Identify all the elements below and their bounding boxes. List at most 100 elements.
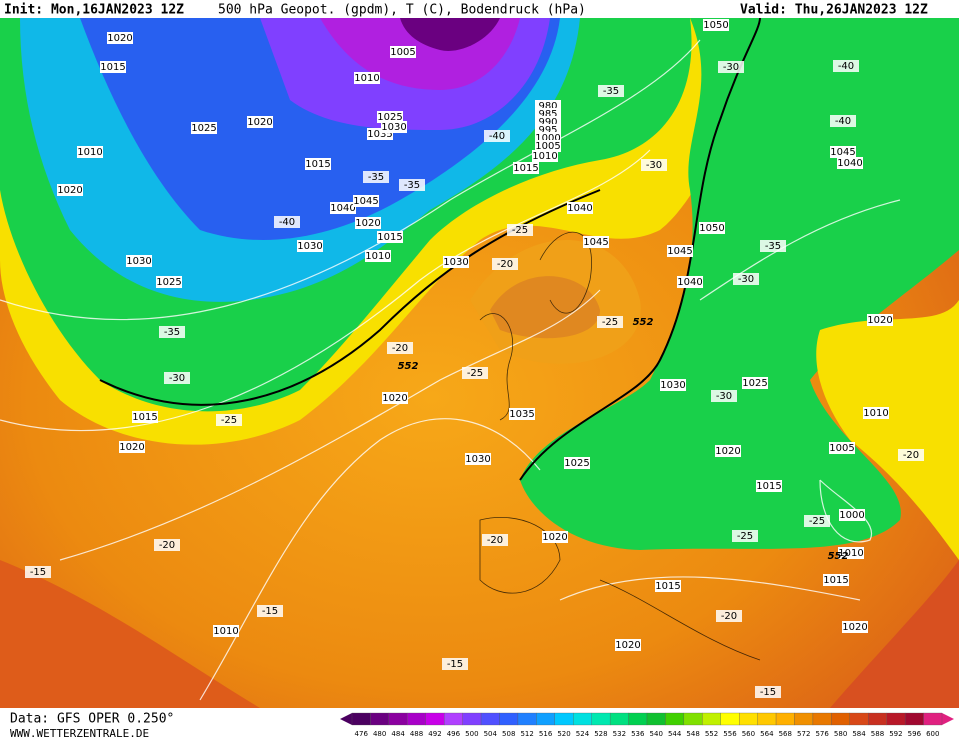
colorbar-label: 512	[520, 730, 533, 738]
map-labels: 1020101510051010102510201010102010151030…	[25, 19, 924, 698]
pressure-label: 1020	[542, 532, 567, 543]
geopotential-label: 552	[633, 317, 654, 328]
label-box	[355, 217, 381, 229]
pressure-label: 1045	[583, 237, 608, 248]
label-box	[842, 621, 868, 633]
label-box	[715, 445, 741, 457]
temperature-label: -35	[603, 86, 619, 97]
pressure-label: 1010	[354, 73, 379, 84]
colorbar-swatch	[739, 712, 758, 726]
temperature-label: -25	[809, 516, 825, 527]
label-box	[247, 116, 273, 128]
pressure-label: 1015	[377, 232, 402, 243]
label-box	[191, 122, 217, 134]
temperature-label: -25	[602, 317, 618, 328]
label-box	[399, 179, 425, 191]
colorbar-label: 596	[908, 730, 922, 738]
label-box	[718, 61, 744, 73]
pressure-label: 1045	[830, 147, 855, 158]
pressure-label: 1005	[390, 47, 415, 58]
label-box	[732, 530, 758, 542]
label-box	[353, 195, 379, 207]
colorbar-swatch	[591, 712, 611, 726]
label-box	[583, 236, 609, 248]
label-box	[830, 146, 856, 158]
colorbar: 476 480 484 488 492 496 500 504 508 512 516 520 524 5…	[340, 712, 954, 738]
label-box	[330, 202, 356, 214]
label-box	[564, 457, 590, 469]
pressure-label: 1050	[699, 223, 724, 234]
pressure-label: 1025	[377, 112, 402, 123]
pressure-label: 1025	[191, 123, 216, 134]
colorbar-label: 548	[686, 730, 699, 738]
label-box	[484, 130, 510, 142]
pressure-label: 1030	[660, 380, 685, 391]
pressure-label: 1025	[564, 458, 589, 469]
label-box	[132, 411, 158, 423]
colorbar-swatch	[665, 712, 685, 726]
pressure-label: 1050	[703, 20, 728, 31]
label-box	[377, 111, 403, 123]
label-box	[257, 605, 283, 617]
geopotential-label: 552	[398, 361, 419, 372]
colorbar-swatch	[831, 712, 850, 726]
pressure-label: 1040	[837, 158, 862, 169]
label-box	[863, 407, 889, 419]
label-box	[699, 222, 725, 234]
pressure-label: 1015	[132, 412, 157, 423]
colorbar-swatch	[683, 712, 703, 726]
temperature-label: -30	[169, 373, 185, 384]
label-box	[57, 184, 83, 196]
temperature-label: -15	[760, 687, 776, 698]
label-box	[154, 539, 180, 551]
pressure-label: 1040	[567, 203, 592, 214]
pressure-label: 1020	[842, 622, 867, 633]
colorbar-label: 500	[465, 730, 478, 738]
colorbar-label: 564	[760, 730, 774, 738]
label-box	[363, 171, 389, 183]
label-box	[542, 531, 568, 543]
colorbar-label: 544	[668, 730, 682, 738]
colorbar-label: 516	[539, 730, 553, 738]
label-box	[804, 515, 830, 527]
label-box	[482, 534, 508, 546]
temperature-label: -30	[723, 62, 739, 73]
colorbar-label: 536	[631, 730, 645, 738]
temperature-label: -15	[262, 606, 278, 617]
label-box	[833, 60, 859, 72]
pressure-label: 1015	[655, 581, 680, 592]
pressure-label: 1015	[513, 163, 538, 174]
label-box	[216, 414, 242, 426]
label-box	[365, 250, 391, 262]
colorbar-label: 496	[447, 730, 461, 738]
label-box	[77, 146, 103, 158]
valid-time: Valid: Thu,26JAN2023 12Z	[740, 3, 928, 18]
colorbar-swatch	[794, 712, 814, 726]
colorbar-swatch	[720, 712, 740, 726]
colorbar-swatch	[849, 712, 869, 726]
temperature-label: -40	[835, 116, 851, 127]
temperature-label: -20	[903, 450, 919, 461]
label-box	[567, 202, 593, 214]
label-box	[513, 162, 539, 174]
colorbar-label: 588	[871, 730, 884, 738]
label-box	[126, 255, 152, 267]
label-box	[532, 150, 558, 162]
temperature-label: -30	[646, 160, 662, 171]
colorbar-swatch	[370, 712, 390, 726]
label-box	[756, 480, 782, 492]
colorbar-swatch	[775, 712, 795, 726]
colorbar-label: 540	[650, 730, 663, 738]
label-box	[156, 276, 182, 288]
pressure-label: 1025	[742, 378, 767, 389]
colorbar-swatch	[462, 712, 482, 726]
colorbar-label: 484	[391, 730, 405, 738]
pressure-label: 1030	[465, 454, 490, 465]
temperature-label: -35	[765, 241, 781, 252]
colorbar-swatch	[573, 712, 592, 726]
pressure-label: 1005	[535, 141, 560, 152]
pressure-label: 1000	[535, 133, 560, 144]
pressure-label: 1035	[509, 409, 534, 420]
label-box	[107, 32, 133, 44]
